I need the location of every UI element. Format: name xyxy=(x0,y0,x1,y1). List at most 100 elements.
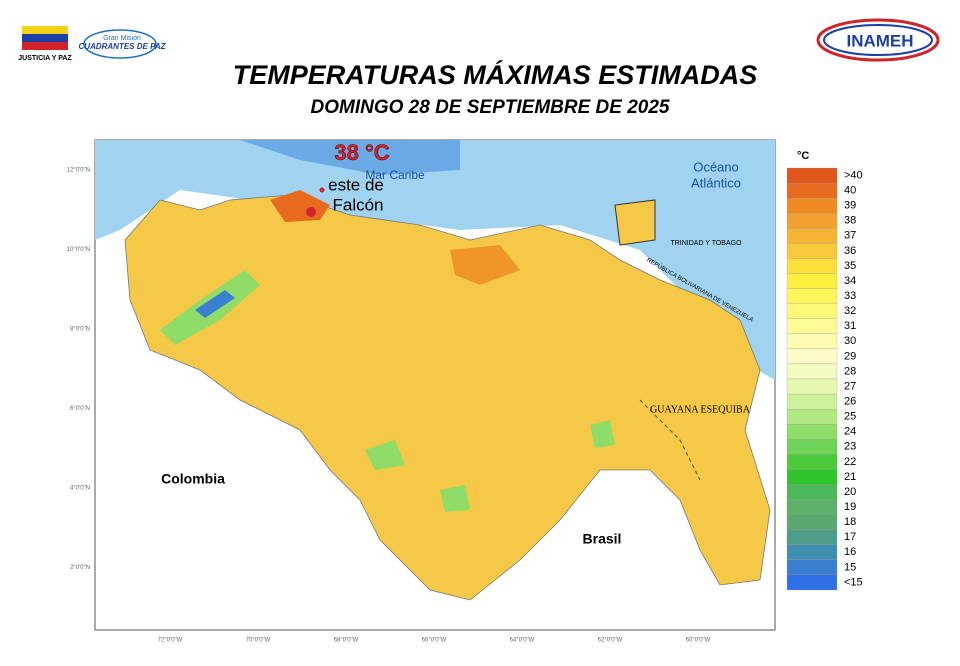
legend-swatch xyxy=(786,363,838,380)
legend-swatch xyxy=(786,228,838,244)
legend-swatch xyxy=(786,454,838,470)
legend-label: 34 xyxy=(844,275,856,287)
lon-label: 60°0'0"W xyxy=(686,638,711,644)
legend-swatch xyxy=(786,197,838,214)
flag xyxy=(22,42,68,50)
cool-zone xyxy=(590,420,615,448)
legend-label: >40 xyxy=(844,169,863,181)
logo xyxy=(816,18,940,62)
lon-label: 64°0'0"W xyxy=(510,638,535,644)
legend-label: 30 xyxy=(844,335,856,347)
legend-swatch xyxy=(786,288,838,304)
land xyxy=(124,194,771,601)
lat-label: 12°0'0"N xyxy=(67,168,90,174)
legend-swatch xyxy=(786,514,838,530)
legend-label: 20 xyxy=(844,486,856,498)
max-marker xyxy=(319,187,325,193)
logo xyxy=(83,29,157,59)
generated: >40 40 39 38 37 36 35 34 33 32 31 30 29 28 27 26 25 24 23 2… xyxy=(67,168,863,644)
legend-label: 35 xyxy=(844,260,856,272)
cool-zone xyxy=(440,485,470,512)
max-place: este de xyxy=(328,175,384,194)
lon-label: 72°0'0"W xyxy=(158,638,183,644)
legend-label: 25 xyxy=(844,411,856,423)
flag xyxy=(22,34,68,42)
legend-swatch xyxy=(786,484,838,500)
country-label: TRINIDAD Y TOBAGO xyxy=(670,240,742,247)
legend-label: 27 xyxy=(844,380,856,392)
lat-label: 10°0'0"N xyxy=(67,247,90,253)
legend-label: 37 xyxy=(844,230,856,242)
legend-swatch xyxy=(786,318,838,334)
lon-label: 70°0'0"W xyxy=(246,638,271,644)
legend-swatch xyxy=(786,243,838,259)
legend-label: 38 xyxy=(844,215,856,227)
title: TEMPERATURAS MÁXIMAS ESTIMADAS xyxy=(233,59,758,90)
legend-swatch xyxy=(786,167,838,184)
sea-deep xyxy=(240,140,460,175)
legend-swatch xyxy=(786,559,838,576)
legend-label: <15 xyxy=(844,576,863,588)
region-label: GUAYANA ESEQUIBA xyxy=(650,404,751,415)
legend-label: 17 xyxy=(844,531,856,543)
legend-swatch xyxy=(786,182,838,199)
legend-label: 26 xyxy=(844,396,856,408)
legend-swatch xyxy=(786,439,838,455)
legend-label: 33 xyxy=(844,290,856,302)
ocean-label: Atlántico xyxy=(691,175,741,190)
lon-label: 66°0'0"W xyxy=(422,638,447,644)
legend-swatch xyxy=(786,408,838,425)
legend-label: 24 xyxy=(844,426,856,438)
legend-swatch xyxy=(786,303,838,319)
lat-label: 6°0'0"N xyxy=(70,406,90,412)
lat-label: 2°0'0"N xyxy=(70,565,90,571)
border xyxy=(639,399,701,481)
legend-swatch xyxy=(786,273,838,289)
legend-swatch xyxy=(786,333,838,350)
legend-swatch xyxy=(786,574,838,591)
legend-swatch xyxy=(786,378,838,395)
legend-label: 32 xyxy=(844,305,856,317)
logo-text: INAMEH xyxy=(846,31,913,50)
legend-swatch xyxy=(786,469,838,485)
legend-swatch xyxy=(786,393,838,410)
legend-label: 36 xyxy=(844,245,856,257)
lat-label: 8°0'0"N xyxy=(70,327,90,333)
legend-swatch xyxy=(786,499,838,515)
cool-zone xyxy=(365,440,405,470)
lon-label: 68°0'0"W xyxy=(334,638,359,644)
legend-label: 28 xyxy=(844,365,856,377)
logo xyxy=(823,24,933,56)
sea-label: Mar Caribe xyxy=(365,168,425,182)
legend-label: 31 xyxy=(844,320,856,332)
legend-label: 18 xyxy=(844,516,856,528)
trinidad xyxy=(614,199,656,246)
legend-swatch xyxy=(786,258,838,274)
legend-label: 22 xyxy=(844,456,856,468)
lat-label: 4°0'0"N xyxy=(70,486,90,492)
legend-label: 40 xyxy=(844,185,856,197)
max-place: Falcón xyxy=(332,195,383,214)
legend-swatch xyxy=(786,544,838,561)
legend-label: 15 xyxy=(844,561,856,573)
logo-text: JUSTICIA Y PAZ xyxy=(18,55,72,62)
logo-text: Gran Misión xyxy=(103,35,141,42)
legend-label: 19 xyxy=(844,501,856,513)
legend-label: 16 xyxy=(844,546,856,558)
legend-swatch xyxy=(786,348,838,365)
legend-unit: °C xyxy=(797,150,809,162)
ocean-label: Océano xyxy=(693,159,739,174)
cool-zone xyxy=(195,290,235,318)
max-marker xyxy=(306,207,316,217)
subtitle: DOMINGO 28 DE SEPTIEMBRE DE 2025 xyxy=(311,97,670,118)
hot-zone xyxy=(450,245,520,285)
legend-swatch xyxy=(786,529,838,545)
legend-label: 23 xyxy=(844,441,856,453)
flag xyxy=(22,26,68,34)
country-label: Colombia xyxy=(161,471,225,487)
lon-label: 62°0'0"W xyxy=(598,638,623,644)
country-label: Brasil xyxy=(583,531,622,547)
legend-label: 29 xyxy=(844,350,856,362)
legend-swatch xyxy=(786,213,838,229)
